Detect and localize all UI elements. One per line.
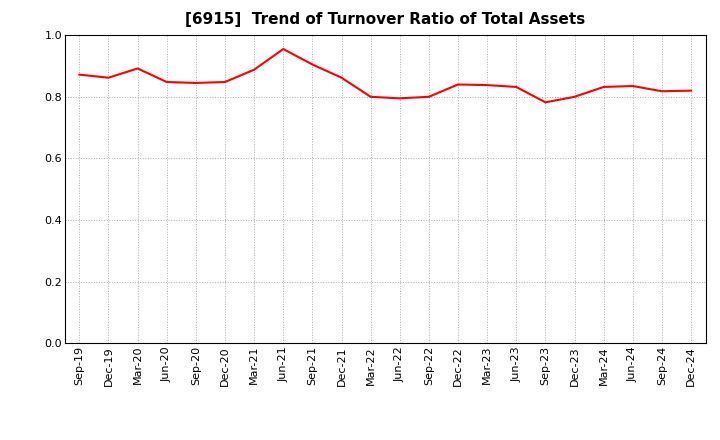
Title: [6915]  Trend of Turnover Ratio of Total Assets: [6915] Trend of Turnover Ratio of Total … [185, 12, 585, 27]
